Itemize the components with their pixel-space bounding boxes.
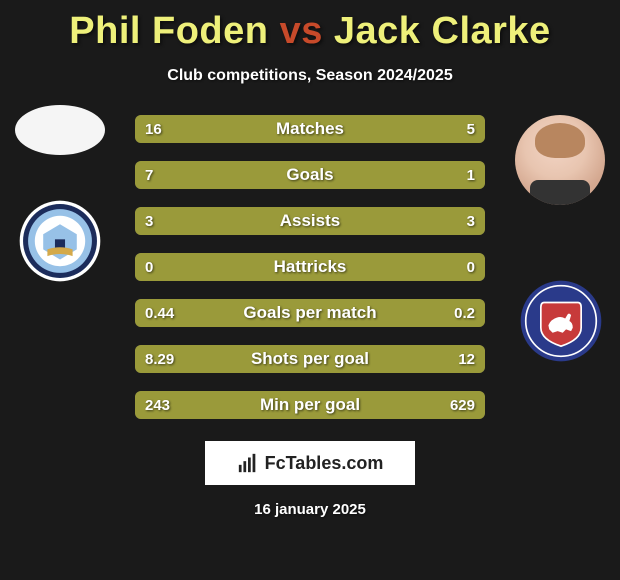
- comparison-title: Phil Foden vs Jack Clarke: [0, 0, 620, 53]
- stat-row: Assists3 3: [135, 207, 485, 235]
- stat-row: Matches16 5: [135, 115, 485, 143]
- stat-label: Min per goal: [135, 395, 485, 415]
- stat-value-right: 1: [467, 167, 475, 184]
- date-label: 16 january 2025: [0, 501, 620, 518]
- stat-value-right: 5: [467, 121, 475, 138]
- stat-value-left: 8.29: [145, 351, 174, 368]
- stat-value-right: 629: [450, 397, 475, 414]
- stat-row: Goals per match0.44 0.2: [135, 299, 485, 327]
- player2-club-crest: [519, 279, 603, 363]
- watermark-text: FcTables.com: [265, 453, 384, 474]
- stat-value-left: 7: [145, 167, 153, 184]
- stat-row: Goals7 1: [135, 161, 485, 189]
- stat-value-right: 3: [467, 213, 475, 230]
- stat-label: Assists: [135, 211, 485, 231]
- stat-label: Shots per goal: [135, 349, 485, 369]
- stat-label: Matches: [135, 119, 485, 139]
- watermark[interactable]: FcTables.com: [205, 441, 415, 485]
- stat-bars-container: Matches16 5 Goals7 1 Assists3 3 Hattricks0 0 Goa…: [135, 115, 485, 419]
- ipswich-crest-icon: [519, 279, 603, 363]
- stat-row: Shots per goal8.29 12: [135, 345, 485, 373]
- stat-row: Min per goal243 629: [135, 391, 485, 419]
- stat-row: Hattricks0 0: [135, 253, 485, 281]
- stat-value-left: 0: [145, 259, 153, 276]
- stat-label: Goals per match: [135, 303, 485, 323]
- stat-value-left: 3: [145, 213, 153, 230]
- stat-value-right: 0: [467, 259, 475, 276]
- stat-value-right: 0.2: [454, 305, 475, 322]
- stat-label: Goals: [135, 165, 485, 185]
- stat-label: Hattricks: [135, 257, 485, 277]
- chart-icon: [237, 452, 259, 474]
- stat-value-right: 12: [458, 351, 475, 368]
- stat-value-left: 243: [145, 397, 170, 414]
- stat-value-left: 0.44: [145, 305, 174, 322]
- player1-club-crest: [18, 199, 102, 283]
- player1-avatar: [15, 105, 105, 155]
- comparison-panel: Matches16 5 Goals7 1 Assists3 3 Hattricks0 0 Goa…: [0, 115, 620, 419]
- player2-name: Jack Clarke: [334, 10, 551, 52]
- stat-value-left: 16: [145, 121, 162, 138]
- player1-name: Phil Foden: [69, 10, 268, 52]
- man-city-crest-icon: [18, 199, 102, 283]
- player2-avatar: [515, 115, 605, 205]
- vs-separator: vs: [280, 10, 323, 52]
- subtitle: Club competitions, Season 2024/2025: [0, 67, 620, 85]
